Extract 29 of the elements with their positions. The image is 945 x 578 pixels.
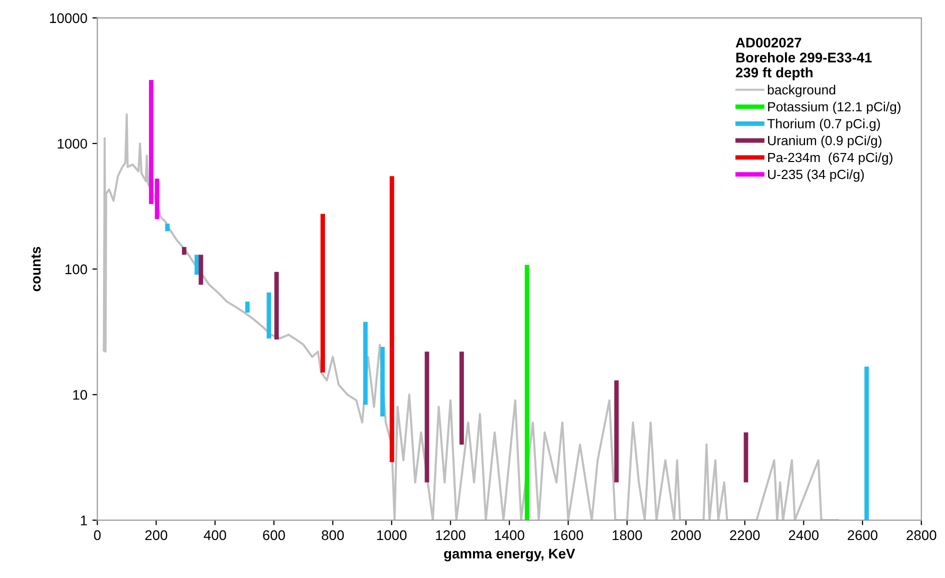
- y-tick-label: 10: [73, 390, 88, 400]
- y-tick-label: 1000: [58, 138, 88, 149]
- legend-label: Potassium (12.1 pCi/g): [768, 102, 900, 114]
- legend-title: AD002027 Borehole 299-E33-41 239 ft depth: [736, 38, 872, 80]
- legend-label: Thorium (0.7 pCi.g): [767, 118, 880, 131]
- x-tick-label: 2400: [788, 530, 819, 540]
- legend-label: Pa-234m (674 pCi/g): [768, 152, 892, 165]
- x-tick-label: 1600: [554, 530, 584, 540]
- x-tick-label: 2600: [848, 530, 878, 540]
- x-tick-label: 600: [263, 530, 285, 540]
- y-tick-label: 1: [80, 516, 87, 526]
- y-tick-label: 100: [66, 264, 88, 274]
- legend-label: Uranium (0.9 pCi/g): [768, 136, 882, 148]
- y-tick-label: 10000: [50, 13, 88, 24]
- x-tick-label: 1200: [436, 530, 466, 540]
- x-tick-label: 1000: [377, 530, 407, 540]
- x-tick-label: 2200: [730, 530, 760, 540]
- y-axis-title: counts: [31, 246, 41, 292]
- x-tick-label: 0: [94, 530, 101, 540]
- x-tick-label: 2800: [906, 530, 936, 540]
- legend-label: U-235 (34 pCi/g): [768, 169, 864, 182]
- x-tick-label: 1800: [612, 530, 642, 540]
- x-tick-label: 200: [145, 530, 168, 540]
- x-tick-label: 2000: [671, 530, 701, 540]
- x-tick-label: 400: [204, 530, 226, 540]
- x-axis-title: gamma energy, KeV: [444, 548, 576, 562]
- x-tick-label: 800: [322, 530, 344, 540]
- legend-label: background: [768, 84, 836, 98]
- x-tick-label: 1400: [494, 530, 524, 540]
